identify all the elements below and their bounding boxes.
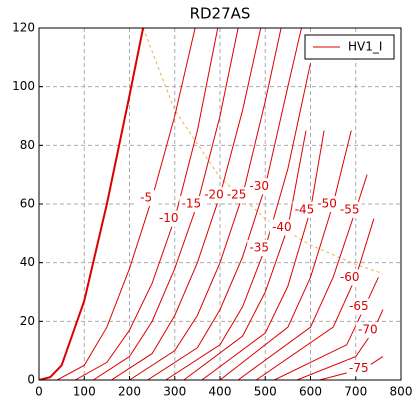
plate-curve — [183, 130, 307, 380]
x-tick-label: 500 — [254, 385, 277, 399]
x-tick-label: 300 — [163, 385, 186, 399]
label-background — [202, 187, 226, 204]
curve-label: -70 — [358, 323, 378, 337]
label-background — [224, 187, 249, 204]
label-background — [315, 196, 340, 212]
label-background — [346, 360, 371, 377]
curve-label: -25 — [227, 188, 247, 202]
label-background — [156, 210, 181, 227]
curve-label: -10 — [159, 211, 179, 225]
label-background — [269, 219, 294, 236]
y-tick-label: 40 — [20, 255, 35, 269]
legend-label: HV1_I — [348, 40, 382, 54]
curve-label: -45 — [295, 202, 315, 216]
label-background — [346, 298, 371, 315]
plate-curve — [111, 28, 262, 380]
x-tick-label: 800 — [390, 385, 413, 399]
curve-label: -60 — [340, 270, 360, 284]
plot-frame — [38, 27, 402, 381]
label-background — [247, 240, 272, 256]
plate-curve — [237, 174, 368, 380]
plate-curve — [39, 28, 145, 380]
y-tick-label: 80 — [20, 138, 35, 152]
y-tick-label: 60 — [20, 197, 35, 211]
plate-curve — [255, 218, 375, 380]
curve-label: -20 — [204, 188, 224, 202]
y-tick-label: 20 — [20, 314, 35, 328]
curve-label: -15 — [182, 197, 202, 211]
label-background — [292, 201, 317, 218]
x-tick-label: 200 — [118, 385, 141, 399]
y-tick-label: 0 — [27, 373, 35, 387]
plate-curve — [74, 28, 219, 380]
plate-curve — [201, 130, 325, 380]
y-tick-label: 100 — [12, 79, 35, 93]
x-tick-label: 0 — [35, 385, 43, 399]
label-background — [337, 201, 362, 218]
label-background — [355, 322, 380, 339]
curve-label: -50 — [317, 197, 337, 211]
curve-label: -55 — [340, 202, 360, 216]
curves — [39, 28, 384, 380]
label-background — [247, 178, 272, 195]
plate-curve — [296, 309, 384, 380]
chart-title: RD27AS — [190, 5, 251, 23]
plate-curve — [274, 277, 379, 380]
plate-curve — [165, 63, 311, 380]
curve-label: -40 — [272, 220, 292, 234]
plate-curve — [129, 28, 282, 380]
curve-label: -30 — [249, 179, 269, 193]
plate-curve — [219, 130, 352, 380]
y-tick-label: 120 — [12, 21, 35, 35]
label-background — [337, 269, 362, 286]
x-tick-label: 700 — [344, 385, 367, 399]
curve-label: -35 — [249, 241, 269, 255]
x-tick-label: 600 — [299, 385, 322, 399]
curve-label: -5 — [140, 191, 152, 205]
plate-curve — [93, 28, 239, 380]
label-background — [134, 190, 159, 207]
curve-label: -75 — [349, 361, 369, 375]
x-tick-label: 100 — [73, 385, 96, 399]
dissipation-curve — [142, 28, 384, 274]
label-background — [179, 196, 204, 212]
plate-curve — [56, 28, 196, 380]
x-tick-label: 400 — [209, 385, 232, 399]
plate-curve — [147, 28, 302, 380]
curve-label: -65 — [349, 299, 369, 313]
